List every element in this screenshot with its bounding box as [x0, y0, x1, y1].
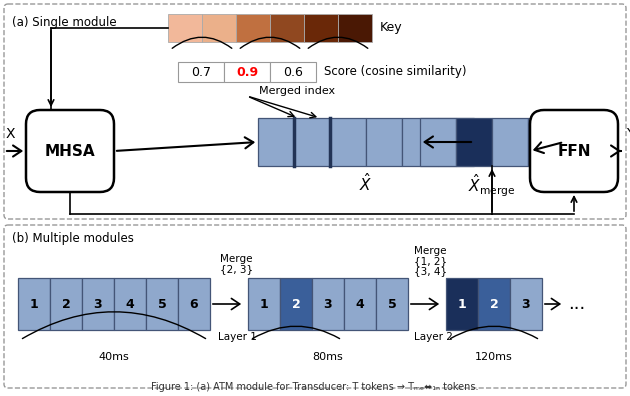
Bar: [202, 14, 236, 42]
Bar: [376, 278, 408, 330]
Text: 3: 3: [94, 297, 102, 310]
Text: Key: Key: [380, 21, 403, 34]
Bar: [438, 118, 474, 166]
FancyBboxPatch shape: [530, 110, 618, 192]
Text: (b) Multiple modules: (b) Multiple modules: [12, 232, 134, 245]
Bar: [168, 14, 202, 42]
Bar: [114, 278, 146, 330]
Bar: [528, 118, 564, 166]
Text: 5: 5: [387, 297, 396, 310]
Bar: [304, 14, 338, 42]
Text: 2: 2: [490, 297, 498, 310]
Text: 3: 3: [522, 297, 530, 310]
Text: ...: ...: [568, 295, 585, 313]
Bar: [492, 118, 528, 166]
Bar: [478, 278, 510, 330]
Text: Layer 2: Layer 2: [414, 332, 453, 342]
Bar: [366, 118, 402, 166]
Bar: [294, 118, 330, 166]
Bar: [280, 278, 312, 330]
Bar: [248, 278, 280, 330]
Text: Merge: Merge: [414, 246, 447, 256]
Bar: [178, 278, 210, 330]
Text: Figure 1: (a) ATM module for Transducer: T tokens → Tₘₑ⬌₁ₙ tokens.: Figure 1: (a) ATM module for Transducer:…: [151, 382, 479, 392]
Text: 0.6: 0.6: [283, 65, 303, 78]
Text: {3, 4}: {3, 4}: [414, 266, 447, 276]
Bar: [258, 118, 294, 166]
Text: 4: 4: [355, 297, 364, 310]
Text: 120ms: 120ms: [475, 352, 513, 362]
Text: 2: 2: [292, 297, 301, 310]
Text: Y: Y: [626, 127, 630, 141]
Bar: [270, 14, 304, 42]
Text: 1: 1: [30, 297, 38, 310]
Text: 0.7: 0.7: [191, 65, 211, 78]
Bar: [338, 14, 372, 42]
Bar: [446, 278, 478, 330]
Text: 2: 2: [62, 297, 71, 310]
Text: 0.9: 0.9: [236, 65, 258, 78]
Text: 80ms: 80ms: [312, 352, 343, 362]
Bar: [82, 278, 114, 330]
Text: 1: 1: [457, 297, 466, 310]
Bar: [456, 118, 492, 166]
Text: {1, 2}: {1, 2}: [414, 256, 447, 266]
Bar: [344, 278, 376, 330]
Bar: [50, 278, 82, 330]
Text: X: X: [6, 127, 16, 141]
Bar: [312, 278, 344, 330]
Bar: [236, 14, 270, 42]
Text: Merged index: Merged index: [259, 86, 335, 96]
Bar: [146, 278, 178, 330]
Bar: [224, 62, 270, 82]
Text: MHSA: MHSA: [45, 143, 95, 158]
Bar: [402, 118, 438, 166]
Text: $\hat{X}$: $\hat{X}$: [359, 172, 373, 194]
Bar: [270, 62, 316, 82]
FancyBboxPatch shape: [4, 4, 626, 219]
Bar: [420, 118, 456, 166]
Text: Score (cosine similarity): Score (cosine similarity): [324, 65, 466, 78]
Text: (a) Single module: (a) Single module: [12, 16, 117, 29]
Text: Merge: Merge: [220, 254, 253, 264]
FancyBboxPatch shape: [26, 110, 114, 192]
FancyBboxPatch shape: [4, 225, 626, 388]
Bar: [330, 118, 366, 166]
Text: 3: 3: [324, 297, 332, 310]
Text: {2, 3}: {2, 3}: [220, 264, 253, 274]
Text: 5: 5: [158, 297, 166, 310]
Text: 4: 4: [125, 297, 134, 310]
Bar: [178, 62, 224, 82]
Text: Layer 1: Layer 1: [218, 332, 257, 342]
Text: 1: 1: [260, 297, 268, 310]
Bar: [18, 278, 50, 330]
Bar: [510, 278, 542, 330]
Text: 40ms: 40ms: [99, 352, 129, 362]
Text: FFN: FFN: [558, 143, 591, 158]
Text: 6: 6: [190, 297, 198, 310]
Text: $\hat{X}_{\mathrm{merge}}$: $\hat{X}_{\mathrm{merge}}$: [468, 172, 516, 198]
